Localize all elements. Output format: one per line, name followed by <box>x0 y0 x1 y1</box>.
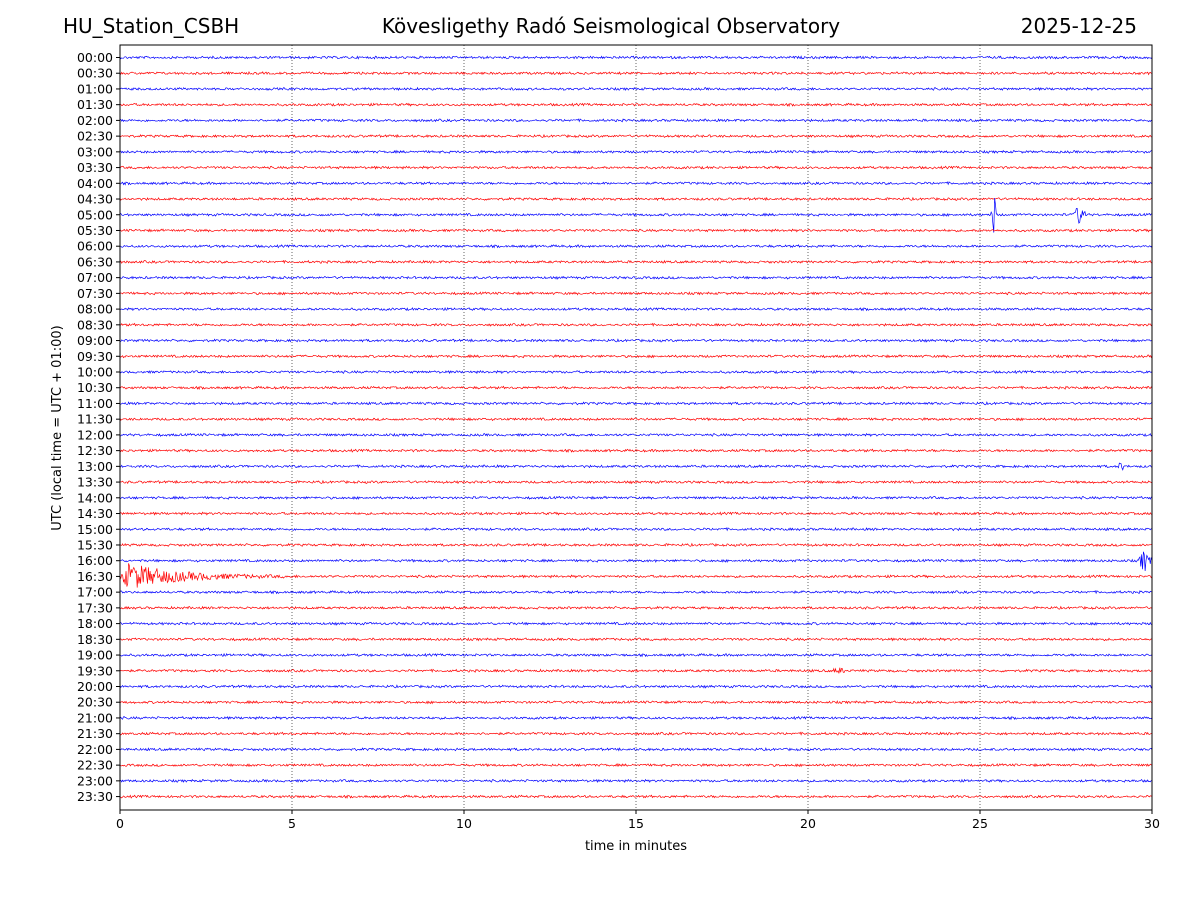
y-tick-label: 11:30 <box>77 412 113 427</box>
y-tick-label: 15:30 <box>77 537 113 552</box>
trace-line-1330 <box>119 479 1153 485</box>
y-tick-label: 16:30 <box>77 569 113 584</box>
y-tick-label: 20:00 <box>77 679 113 694</box>
x-axis-label: time in minutes <box>585 839 687 854</box>
trace-line-2030 <box>119 699 1153 705</box>
y-tick-label: 18:00 <box>77 616 113 631</box>
y-tick-label: 23:30 <box>77 789 113 804</box>
y-tick-label: 04:00 <box>77 176 113 191</box>
y-tick-label: 23:00 <box>77 773 113 788</box>
y-tick-label: 15:00 <box>77 522 113 537</box>
y-tick-label: 03:00 <box>77 144 113 159</box>
y-tick-label: 14:30 <box>77 506 113 521</box>
y-tick-label: 22:30 <box>77 758 113 773</box>
trace-line-1400 <box>119 495 1153 500</box>
y-tick-label: 09:00 <box>77 333 113 348</box>
y-axis-label: UTC (local time = UTC + 01:00) <box>50 325 65 530</box>
y-tick-label: 08:30 <box>77 317 113 332</box>
y-tick-label: 20:30 <box>77 695 113 710</box>
y-tick-label: 00:30 <box>77 66 113 81</box>
y-tick-label: 04:30 <box>77 192 113 207</box>
y-tick-label: 06:30 <box>77 254 113 269</box>
y-tick-label: 02:00 <box>77 113 113 128</box>
y-tick-label: 22:00 <box>77 742 113 757</box>
y-tick-label: 03:30 <box>77 160 113 175</box>
y-tick-label: 19:00 <box>77 648 113 663</box>
x-tick-label: 15 <box>628 816 644 831</box>
y-tick-label: 01:30 <box>77 97 113 112</box>
y-tick-label: 00:00 <box>77 50 113 65</box>
y-tick-label: 17:00 <box>77 585 113 600</box>
trace-line-0930 <box>119 354 1153 359</box>
y-tick-label: 18:30 <box>77 632 113 647</box>
y-tick-label: 12:30 <box>77 443 113 458</box>
trace-line-1630 <box>119 563 1153 588</box>
trace-line-1530 <box>119 542 1153 548</box>
y-tick-label: 09:30 <box>77 349 113 364</box>
y-tick-label: 01:00 <box>77 81 113 96</box>
x-tick-label: 25 <box>972 816 988 831</box>
x-tick-label: 10 <box>456 816 472 831</box>
x-tick-label: 0 <box>116 816 124 831</box>
x-tick-label: 20 <box>800 816 816 831</box>
station-name: HU_Station_CSBH <box>63 14 240 38</box>
y-tick-label: 17:30 <box>77 600 113 615</box>
chart-title: Kövesligethy Radó Seismological Observat… <box>381 14 841 38</box>
y-tick-label: 14:00 <box>77 490 113 505</box>
y-tick-label: 08:00 <box>77 302 113 317</box>
y-tick-label: 10:30 <box>77 380 113 395</box>
trace-line-0430 <box>119 196 1153 202</box>
trace-line-0100 <box>119 86 1153 92</box>
y-tick-label: 10:00 <box>77 365 113 380</box>
x-axis: 0 5 10 15 20 25 30 <box>116 810 1160 831</box>
trace-line-1730 <box>119 605 1153 610</box>
grid-lines <box>291 45 981 810</box>
y-tick-label: 07:00 <box>77 270 113 285</box>
trace-line-2130 <box>119 731 1153 736</box>
y-tick-label: 05:00 <box>77 207 113 222</box>
y-tick-label: 19:30 <box>77 663 113 678</box>
y-tick-label: 02:30 <box>77 129 113 144</box>
trace-line-1130 <box>119 416 1153 422</box>
y-tick-label: 21:30 <box>77 726 113 741</box>
trace-line-0500 <box>119 198 1153 233</box>
x-tick-label: 5 <box>288 816 296 831</box>
trace-group <box>119 55 1153 799</box>
y-tick-label: 06:00 <box>77 239 113 254</box>
y-axis: 00:0000:3001:0001:3002:0002:3003:0003:30… <box>77 50 120 804</box>
y-tick-label: 21:00 <box>77 710 113 725</box>
y-tick-label: 05:30 <box>77 223 113 238</box>
y-tick-label: 16:00 <box>77 553 113 568</box>
chart-date: 2025-12-25 <box>1020 14 1137 38</box>
y-tick-label: 13:30 <box>77 475 113 490</box>
trace-line-0700 <box>119 275 1153 280</box>
trace-line-0000 <box>119 55 1153 60</box>
y-tick-label: 12:00 <box>77 427 113 442</box>
x-tick-label: 30 <box>1144 816 1160 831</box>
y-tick-label: 11:00 <box>77 396 113 411</box>
y-tick-label: 07:30 <box>77 286 113 301</box>
y-tick-label: 13:00 <box>77 459 113 474</box>
